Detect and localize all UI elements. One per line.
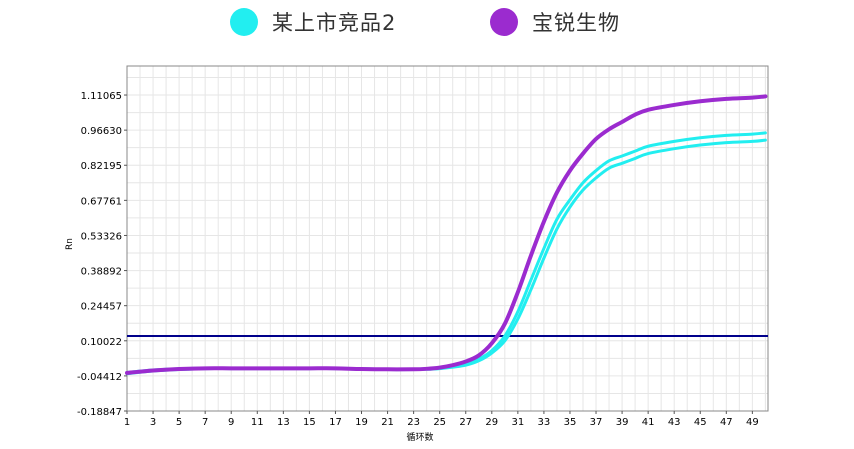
legend-marker-purple <box>490 8 518 36</box>
legend-label-baorui: 宝锐生物 <box>532 11 620 35</box>
legend-item-competitor: 某上市竞品2 <box>230 6 396 38</box>
x-tick-label: 3 <box>150 417 156 428</box>
chart-legend: 某上市竞品2 宝锐生物 <box>0 6 854 38</box>
x-tick-label: 45 <box>694 417 707 428</box>
y-axis-label: Rn <box>65 238 75 250</box>
y-tick-label: 0.53326 <box>81 231 122 242</box>
x-tick-label: 27 <box>459 417 472 428</box>
x-tick-label: 23 <box>407 417 420 428</box>
grid <box>126 66 768 412</box>
x-tick-label: 41 <box>642 417 655 428</box>
x-tick-label: 15 <box>303 417 316 428</box>
plot-area-frame <box>126 65 769 412</box>
series-layer <box>125 94 768 376</box>
x-axis-label: 循环数 <box>406 431 433 443</box>
x-tick-label: 21 <box>381 417 394 428</box>
y-tick-label: -0.04412 <box>77 372 122 383</box>
y-tick-label: 0.10022 <box>81 337 122 348</box>
x-tick-label: 47 <box>720 417 733 428</box>
y-tick-label: 0.96630 <box>81 126 122 137</box>
legend-marker-cyan <box>230 8 258 36</box>
x-tick-label: 5 <box>176 417 182 428</box>
x-tick-label: 33 <box>538 417 551 428</box>
x-tick-label: 11 <box>251 417 264 428</box>
y-tick-label: 0.38892 <box>81 267 122 278</box>
y-axis-ticks: -0.18847 -0.04412 0.10022 0.24457 0.38892 0.5… <box>77 91 127 418</box>
x-tick-label: 39 <box>616 417 629 428</box>
y-tick-label: -0.18847 <box>77 407 122 418</box>
x-tick-label: 31 <box>511 417 524 428</box>
x-tick-label: 25 <box>433 417 446 428</box>
legend-label-competitor: 某上市竞品2 <box>272 11 397 35</box>
y-tick-label: 1.11065 <box>81 91 122 102</box>
x-axis-ticks: 1 3 5 7 9 11 13 15 17 19 21 23 25 27 29 31 33 35 37 39 41 43 4… <box>124 411 759 428</box>
series-line-1 <box>125 138 767 376</box>
x-tick-label: 7 <box>202 417 208 428</box>
x-tick-label: 43 <box>668 417 681 428</box>
y-tick-label: 0.24457 <box>81 302 122 313</box>
x-tick-label: 19 <box>355 417 368 428</box>
x-tick-label: 49 <box>746 417 759 428</box>
x-tick-label: 9 <box>228 417 234 428</box>
x-tick-label: 1 <box>124 417 130 428</box>
x-tick-label: 37 <box>590 417 603 428</box>
x-tick-label: 13 <box>277 417 290 428</box>
y-tick-label: 0.82195 <box>81 161 122 172</box>
y-tick-label: 0.67761 <box>81 196 122 207</box>
x-tick-label: 17 <box>329 417 342 428</box>
x-tick-label: 35 <box>564 417 577 428</box>
legend-item-baorui: 宝锐生物 <box>490 6 620 38</box>
series-line-2 <box>125 94 768 375</box>
x-tick-label: 29 <box>485 417 498 428</box>
